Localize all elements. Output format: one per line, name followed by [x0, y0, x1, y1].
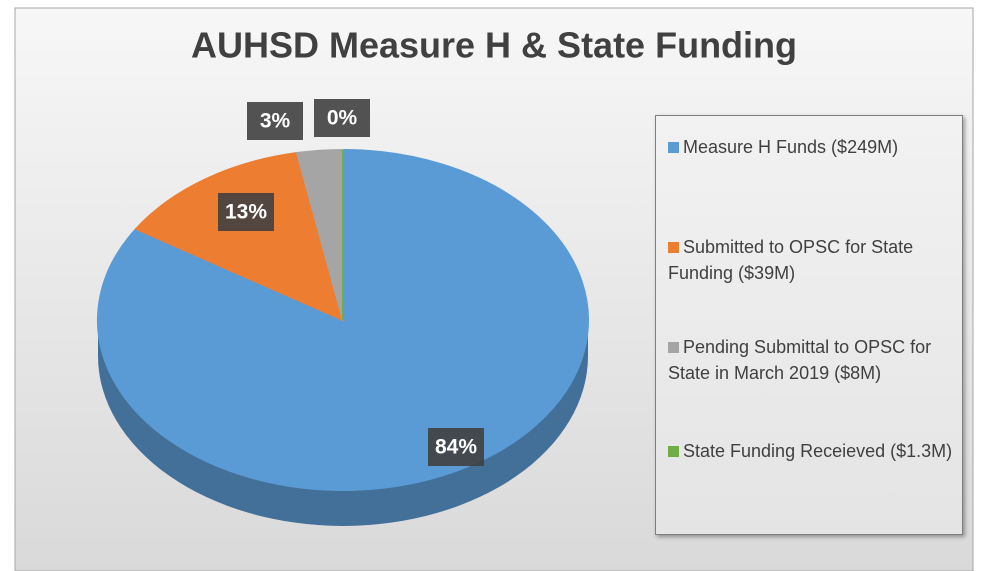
data-label-box [314, 99, 370, 137]
pie-side [98, 320, 588, 526]
legend-label: Pending Submittal to OPSC for State in M… [668, 337, 932, 383]
legend-swatch [668, 242, 679, 253]
chart-title: AUHSD Measure H & State Funding [191, 25, 797, 66]
legend-entry: Pending Submittal to OPSC for State in M… [668, 334, 960, 386]
legend-swatch [668, 342, 679, 353]
data-label-box [218, 193, 274, 231]
pie [97, 148, 589, 526]
data-label: 13% [225, 201, 267, 224]
data-label-box [247, 102, 303, 140]
legend-label: State Funding Receieved ($1.3M) [683, 441, 953, 461]
data-label: 0% [327, 107, 358, 130]
legend-label: Measure H Funds ($249M) [683, 137, 899, 157]
legend-entry: Measure H Funds ($249M) [668, 134, 960, 160]
legend-swatch [668, 446, 679, 457]
legend-label: Submitted to OPSC for State Funding ($39… [668, 237, 914, 283]
pie-tops [97, 148, 589, 491]
pie-sides [98, 320, 588, 526]
data-label-box [428, 428, 484, 466]
pie-slice [134, 151, 345, 322]
legend-entry: Submitted to OPSC for State Funding ($39… [668, 234, 960, 286]
data-labels: 84% 13% 3% 0% [218, 99, 484, 466]
data-label: 84% [435, 436, 477, 459]
legend-entry: State Funding Receieved ($1.3M) [668, 438, 960, 464]
data-label: 3% [260, 110, 291, 133]
legend: Measure H Funds ($249M) Submitted to OPSC… [655, 115, 963, 535]
legend-swatch [668, 142, 679, 153]
